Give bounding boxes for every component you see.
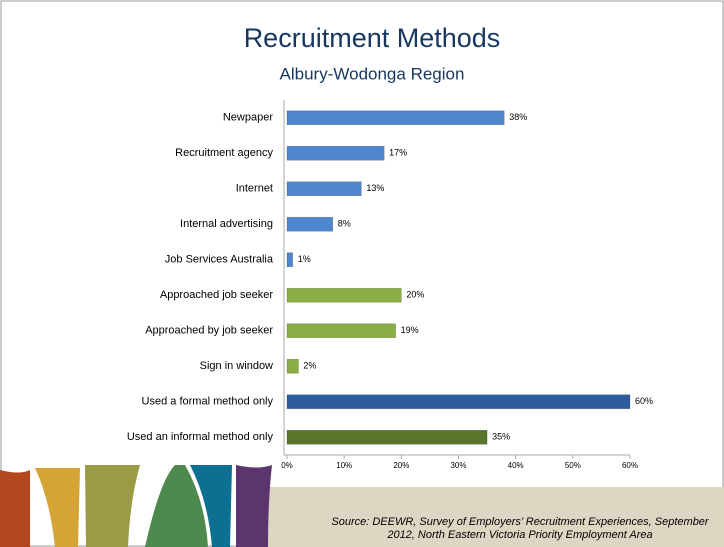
bar bbox=[286, 323, 396, 339]
value-label: 60% bbox=[635, 396, 653, 406]
y-tick-label: Sign in window bbox=[200, 360, 273, 372]
source-line: Source: DEEWR, Survey of Employers’ Recr… bbox=[331, 516, 710, 528]
source-line: 2012, North Eastern Victoria Priority Em… bbox=[386, 529, 652, 541]
y-tick-label: Approached job seeker bbox=[160, 289, 273, 301]
x-tick-label: 0% bbox=[281, 461, 293, 470]
y-tick-label: Used a formal method only bbox=[142, 396, 274, 408]
shape bbox=[236, 465, 272, 547]
value-label: 2% bbox=[303, 361, 316, 371]
shape bbox=[35, 468, 80, 547]
y-tick-label: Internal advertising bbox=[180, 218, 273, 230]
y-tick-label: Used an informal method only bbox=[127, 431, 274, 443]
bar bbox=[286, 110, 505, 126]
shape bbox=[145, 465, 208, 547]
x-tick-label: 10% bbox=[336, 461, 352, 470]
value-label: 38% bbox=[509, 112, 527, 122]
bar bbox=[286, 287, 402, 303]
bar bbox=[286, 358, 299, 374]
value-label: 19% bbox=[401, 325, 419, 335]
value-label: 17% bbox=[389, 148, 407, 158]
x-tick-label: 40% bbox=[508, 461, 524, 470]
bar bbox=[286, 181, 362, 197]
x-tick-label: 50% bbox=[565, 461, 581, 470]
y-tick-label: Job Services Australia bbox=[165, 254, 274, 266]
bar bbox=[286, 252, 294, 268]
value-label: 20% bbox=[406, 290, 424, 300]
shape bbox=[190, 465, 232, 547]
y-tick-label: Approached by job seeker bbox=[145, 325, 273, 337]
y-tick-label: Newpaper bbox=[223, 112, 273, 124]
x-tick-label: 20% bbox=[393, 461, 409, 470]
footer-decoration bbox=[0, 465, 724, 547]
chart-title: Recruitment Methods bbox=[244, 23, 501, 53]
y-tick-label: Recruitment agency bbox=[175, 147, 273, 159]
bar bbox=[286, 394, 631, 410]
bar bbox=[286, 145, 385, 161]
chart-subtitle: Albury-Wodonga Region bbox=[280, 64, 465, 83]
value-label: 35% bbox=[492, 432, 510, 442]
bar bbox=[286, 216, 334, 232]
y-tick-label: Internet bbox=[236, 183, 273, 195]
value-label: 1% bbox=[298, 254, 311, 264]
footer-box bbox=[268, 487, 724, 547]
bar bbox=[286, 429, 488, 445]
value-label: 8% bbox=[338, 219, 351, 229]
x-tick-label: 60% bbox=[622, 461, 638, 470]
x-tick-label: 30% bbox=[450, 461, 466, 470]
shape bbox=[85, 465, 140, 547]
shape bbox=[0, 470, 30, 547]
value-label: 13% bbox=[366, 183, 384, 193]
